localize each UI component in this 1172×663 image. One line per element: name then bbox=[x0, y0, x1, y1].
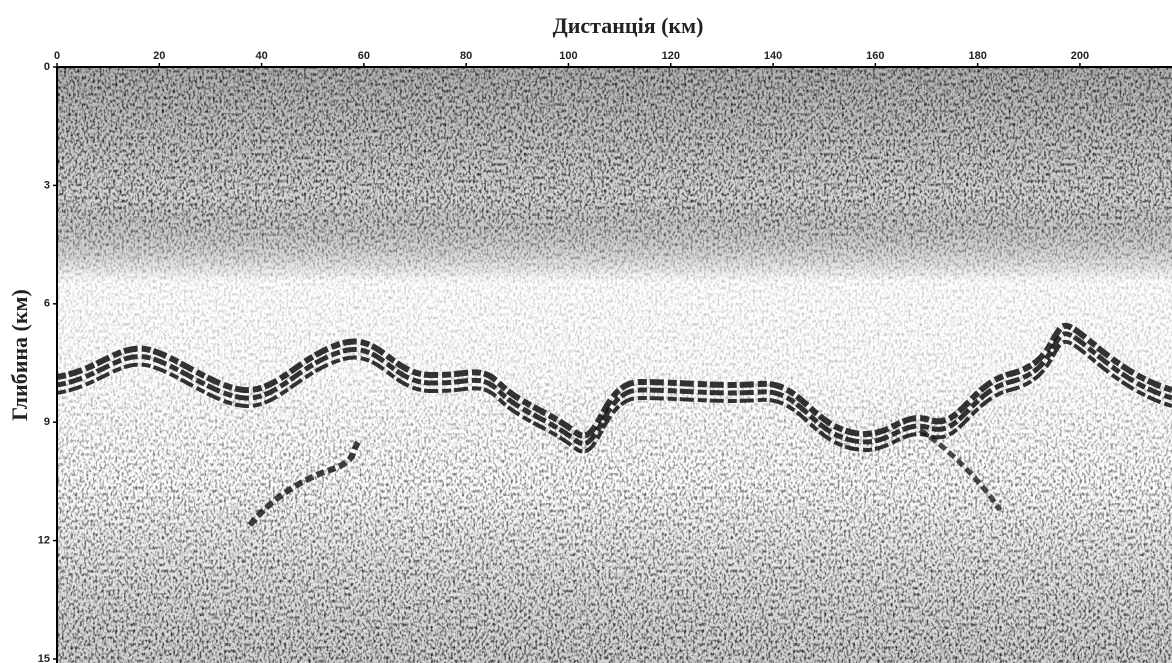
x-tick-label: 140 bbox=[764, 50, 782, 62]
y-tick-label: 12 bbox=[38, 535, 50, 547]
x-tick-label: 20 bbox=[153, 50, 165, 62]
x-tick-label: 120 bbox=[662, 50, 680, 62]
x-tick-label: 40 bbox=[255, 50, 267, 62]
x-tick-label: 100 bbox=[559, 50, 577, 62]
x-tick-label: 180 bbox=[968, 50, 986, 62]
chart-title: Дистанція (км) bbox=[553, 13, 704, 38]
x-tick-label: 80 bbox=[460, 50, 472, 62]
chart: Дистанція (км) Глибина (км) 020406080100… bbox=[0, 0, 1172, 663]
y-tick-label: 9 bbox=[44, 416, 50, 428]
y-tick-label: 3 bbox=[44, 179, 50, 191]
page: {"chart_data": {"type": "seismic", "titl… bbox=[0, 0, 1172, 663]
plot-area bbox=[57, 67, 1172, 663]
x-tick-label: 200 bbox=[1071, 50, 1089, 62]
x-tick-label: 60 bbox=[358, 50, 370, 62]
y-tick-label: 6 bbox=[44, 298, 50, 310]
x-tick-label: 0 bbox=[54, 50, 60, 62]
y-tick-label: 0 bbox=[44, 61, 50, 73]
seismic-shading bbox=[57, 67, 1172, 663]
y-tick-label: 15 bbox=[38, 653, 50, 663]
x-tick-label: 160 bbox=[866, 50, 884, 62]
y-axis-label: Глибина (км) bbox=[7, 289, 32, 421]
